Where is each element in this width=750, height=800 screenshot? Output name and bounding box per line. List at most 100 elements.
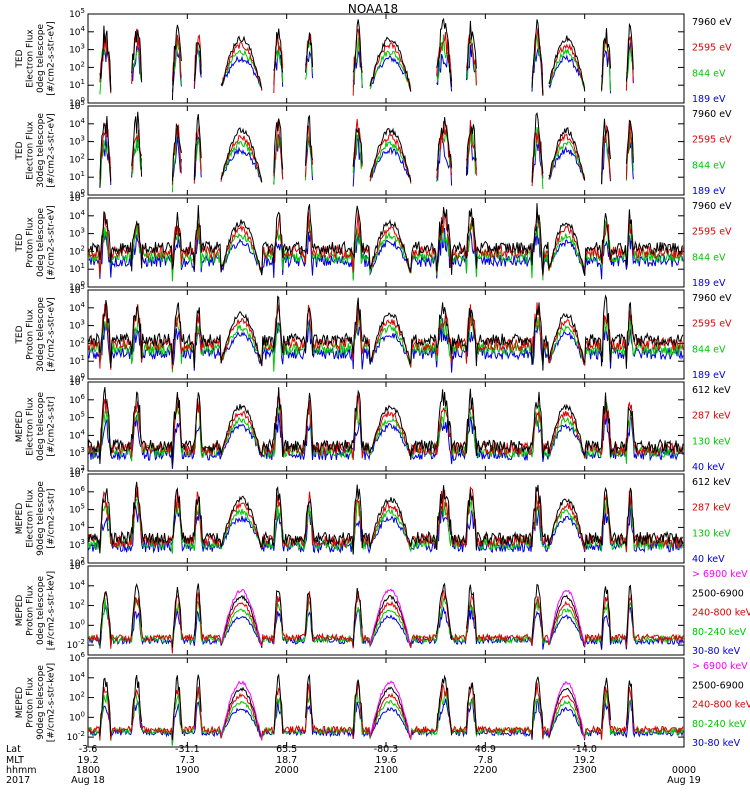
y-tick-label: 102 [69,556,85,569]
x-tick-label: 2100 [374,765,398,776]
x-tick-label: 65.5 [276,744,297,755]
y-tick-label: 105 [69,7,85,20]
x-row-label: hhmm [6,765,37,776]
legend-entry: 189 eV [692,186,726,197]
legend-entry: 2595 eV [692,227,732,238]
y-axis-label: TEDElectron Flux30deg telescope[#/cm2-s-… [15,113,57,188]
legend-entry: 844 eV [692,160,726,171]
legend-entry: 7960 eV [692,17,732,28]
legend-entry: 30-80 keV [692,738,741,749]
legend-entry: 240-800 keV [692,700,750,711]
y-tick-label: 105 [69,99,85,112]
series-line-2595-ev [88,302,684,370]
legend-entry: 287 keV [692,411,731,422]
y-axis-label: MEPEDElectron Flux0deg telescope[#/cm2-s… [15,392,57,462]
y-tick-label: 10-2 [67,730,85,743]
legend-entry: 612 keV [692,385,731,396]
series-group [88,387,684,470]
legend-entry: 40 keV [692,554,725,565]
y-tick-label: 106 [69,485,85,498]
x-tick-label: 18.7 [276,755,297,766]
panel-3: 100 101 102 103 104 105 TEDProton Flux0deg tel… [15,191,732,293]
legend-entry: 189 eV [692,278,726,289]
x-tick-label: Aug 18 [71,775,105,786]
y-tick-label: 103 [69,135,85,148]
legend-entry: 287 keV [692,503,731,514]
x-tick-label: 46.9 [475,744,496,755]
panel-4: 100 101 102 103 104 105 TEDProton Flux30deg te… [15,283,732,385]
y-tick-label: 105 [69,191,85,204]
series-line-2500-6900 [99,673,634,741]
legend-entry: 2500-6900 [692,588,744,599]
y-tick-label: 103 [69,319,85,332]
series-line-612-kev [88,481,684,555]
y-tick-label: 10-2 [67,638,85,651]
y-tick-label: 106 [69,651,85,664]
x-tick-label: -80.3 [374,744,399,755]
y-tick-label: 102 [69,152,85,165]
x-tick-label: 7.3 [180,755,195,766]
y-tick-label: 102 [69,464,85,477]
y-axis-label: TEDElectron Flux0deg telescope[#/cm2-s-s… [15,21,57,96]
y-tick-label: 100 [69,372,85,385]
y-tick-label: 103 [69,538,85,551]
legend-entry: > 6900 keV [692,661,748,672]
y-tick-label: 101 [69,354,85,367]
panel-frame [87,105,685,196]
y-tick-label: 102 [69,244,85,257]
y-tick-label: 104 [69,117,85,130]
x-tick-label: 1800 [76,765,100,776]
y-axis-label: TEDProton Flux30deg telescope[#/cm2-s-st… [15,297,57,372]
x-tick-label: 7.8 [478,755,493,766]
y-tick-label: 101 [69,170,85,183]
legend-entry: 80-240 keV [692,627,747,638]
panel-1: 100 101 102 103 104 105 TEDElectron Flux0deg t… [15,7,732,109]
y-tick-label: 104 [69,428,85,441]
y-tick-label: 100 [69,618,85,631]
series-group [88,203,684,282]
legend-entry: 7960 eV [692,201,732,212]
y-tick-label: 103 [69,227,85,240]
panel-8: 10-2 100 102 104 106 MEPEDProton Flux90deg te… [15,651,750,749]
series-group [88,294,684,373]
series-group [88,673,684,746]
x-row-label: Lat [6,744,21,755]
y-tick-label: 102 [69,599,85,612]
x-row-label: 2017 [6,775,30,786]
legend-entry: 844 eV [692,68,726,79]
panels: 100 101 102 103 104 105 TEDElectron Flux0deg t… [15,7,750,749]
y-tick-label: 105 [69,411,85,424]
figure-title: NOAA18 [348,2,398,16]
x-tick-label: 1900 [175,765,199,776]
legend-entry: 80-240 keV [692,719,747,730]
legend-entry: 844 eV [692,344,726,355]
y-tick-label: 102 [69,336,85,349]
series-line-7960-ev [99,111,634,188]
y-tick-label: 107 [69,467,85,480]
legend-entry: 40 keV [692,462,725,473]
x-tick-label: Aug 19 [667,775,701,786]
y-tick-label: 104 [69,301,85,314]
y-tick-label: 105 [69,283,85,296]
x-row-label: MLT [6,755,24,766]
panel-2: 100 101 102 103 104 105 TEDElectron Flux30deg … [15,99,732,201]
series-line--6900-kev [220,588,586,647]
legend-entry: 2595 eV [692,43,732,54]
y-tick-label: 100 [69,96,85,109]
x-tick-label: -31.1 [175,744,200,755]
y-tick-label: 101 [69,78,85,91]
legend-entry: 844 eV [692,252,726,263]
y-tick-label: 102 [69,60,85,73]
series-line-287-kev [88,486,684,553]
legend-entry: 7960 eV [692,109,732,120]
y-tick-label: 104 [69,209,85,222]
series-line-7960-ev [88,203,684,276]
y-tick-label: 106 [69,559,85,572]
y-tick-label: 101 [69,262,85,275]
y-tick-label: 104 [69,671,85,684]
series-line-612-kev [88,387,684,466]
y-tick-label: 105 [69,503,85,516]
y-tick-label: 103 [69,446,85,459]
legend-entry: 240-800 keV [692,608,750,619]
